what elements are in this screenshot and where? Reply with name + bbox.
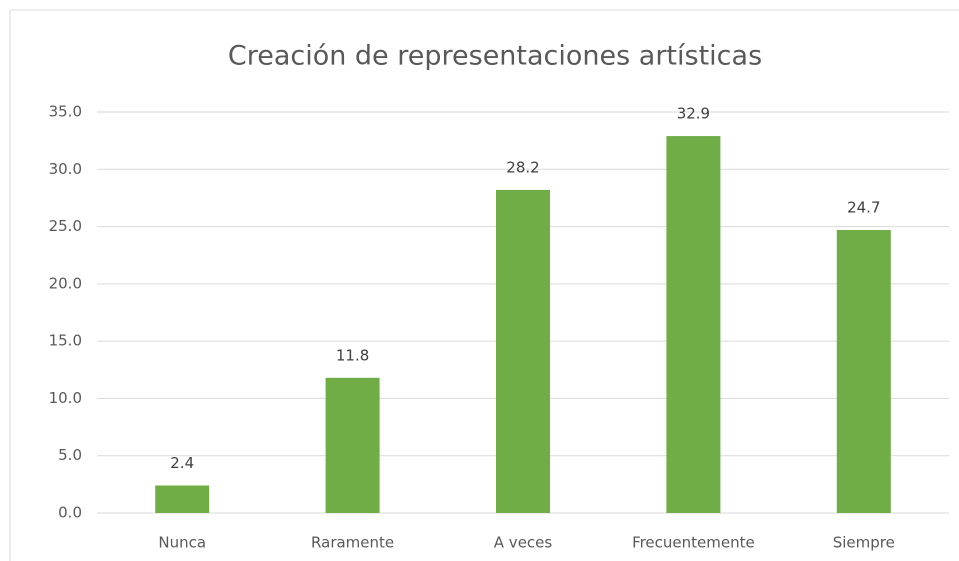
y-tick-label: 35.0 xyxy=(49,103,82,121)
value-label: 11.8 xyxy=(336,346,369,364)
y-tick-label: 10.0 xyxy=(49,389,82,407)
bar xyxy=(325,377,380,513)
y-tick-label: 5.0 xyxy=(58,446,82,464)
bar xyxy=(836,230,891,513)
value-label: 2.4 xyxy=(170,454,194,472)
bar xyxy=(666,136,721,513)
chart-title: Creación de representaciones artísticas xyxy=(228,41,762,72)
x-tick-label: A veces xyxy=(494,534,553,552)
value-label: 28.2 xyxy=(506,158,539,176)
x-tick-label: Frecuentemente xyxy=(632,534,755,552)
y-tick-label: 0.0 xyxy=(58,504,82,522)
value-label: 24.7 xyxy=(847,199,880,217)
y-tick-label: 30.0 xyxy=(49,160,82,178)
x-tick-label: Siempre xyxy=(833,534,895,552)
x-tick-label: Nunca xyxy=(158,534,206,552)
value-label: 32.9 xyxy=(677,105,710,123)
y-tick-label: 15.0 xyxy=(49,332,82,350)
x-tick-label: Raramente xyxy=(311,534,394,552)
y-tick-label: 20.0 xyxy=(49,274,82,292)
bar xyxy=(155,485,210,513)
bar xyxy=(496,189,550,513)
y-tick-label: 25.0 xyxy=(49,217,82,235)
